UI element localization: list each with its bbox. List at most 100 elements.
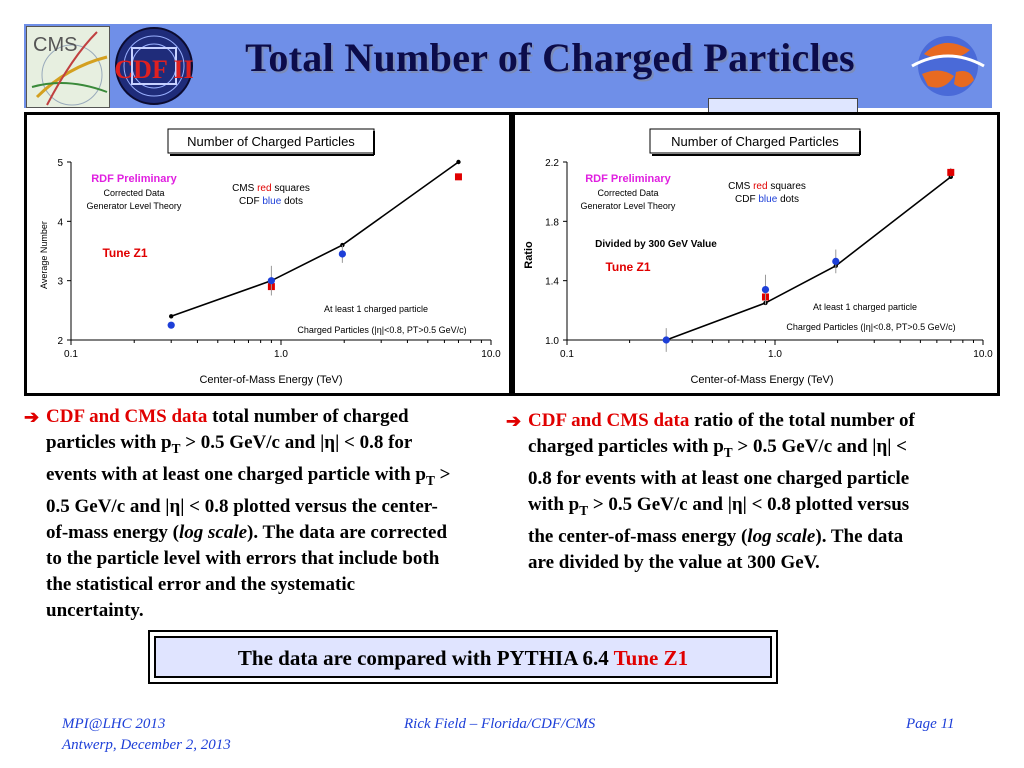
cms-data-point bbox=[947, 168, 955, 176]
right-atleast-label: At least 1 charged particle bbox=[813, 302, 917, 312]
conclusion-text: The data are compared with PYTHIA 6.4 Tu… bbox=[154, 636, 772, 678]
tune-z1-line bbox=[665, 176, 952, 341]
arrow-right-icon: ➔ bbox=[506, 411, 522, 431]
cms-logo: CMS bbox=[26, 26, 110, 108]
left-cdf-legend: CDF blue dots bbox=[239, 196, 303, 207]
right-bullet-italic: log scale bbox=[747, 525, 816, 547]
right-divided-label: Divided by 300 GeV Value bbox=[595, 239, 717, 250]
left-cdf-legend-suffix: dots bbox=[284, 196, 303, 207]
left-bullet-subscript: T bbox=[171, 440, 181, 456]
left-bullet-line: ). The data are corrected bbox=[247, 521, 448, 543]
footer-conference: MPI@LHC 2013 bbox=[62, 716, 166, 732]
left-bullet-line: events with at least one charged particl… bbox=[46, 463, 426, 485]
left-bullet-line: total number of charged bbox=[207, 406, 409, 427]
conclusion-box: The data are compared with PYTHIA 6.4 Tu… bbox=[148, 630, 778, 684]
right-bullet-line: 0.8 for events with at least one charged… bbox=[528, 467, 910, 489]
y-tick-label: 4 bbox=[57, 217, 63, 228]
cdf-logo: CDF II bbox=[110, 26, 198, 106]
cdf-data-point bbox=[267, 277, 275, 285]
left-bullet-line: particles with p bbox=[46, 432, 172, 453]
right-generator-label: Generator Level Theory bbox=[581, 201, 676, 211]
right-bullet-text: CDF and CMS data ratio of the total numb… bbox=[528, 408, 1008, 576]
arrow-right-icon: ➔ bbox=[24, 407, 40, 427]
conclusion-main: The data are compared with PYTHIA 6.4 bbox=[237, 646, 614, 670]
left-atleast-label: At least 1 charged particle bbox=[324, 304, 428, 314]
right-x-axis-label: Center-of-Mass Energy (TeV) bbox=[690, 374, 833, 386]
left-bullet-line: > 0.5 GeV/c and |η| < 0.8 for bbox=[180, 432, 413, 453]
y-tick-label: 5 bbox=[57, 158, 63, 169]
tune-z1-point bbox=[456, 159, 461, 165]
left-y-axis-label: Average Number bbox=[39, 221, 49, 289]
right-bullet-line: ratio of the total number of bbox=[689, 410, 915, 431]
right-chart: Number of Charged Particles RDF Prelimin… bbox=[523, 128, 993, 386]
right-chart-title: Number of Charged Particles bbox=[671, 134, 839, 149]
left-bullet-highlight: CDF and CMS data bbox=[46, 406, 208, 427]
right-bullet: ➔ CDF and CMS data ratio of the total nu… bbox=[506, 404, 1006, 584]
left-generator-label: Generator Level Theory bbox=[87, 201, 182, 211]
right-bullet-line: > 0.5 GeV/c and |η| < bbox=[732, 436, 908, 457]
y-tick-label: 3 bbox=[57, 277, 63, 288]
left-cms-legend-name: CMS bbox=[232, 183, 255, 194]
x-tick-label: 0.1 bbox=[64, 349, 78, 360]
slide-title: Total Number of Charged Particles bbox=[245, 35, 855, 80]
right-cms-legend-suffix: squares bbox=[770, 181, 806, 192]
left-cms-legend: CMS red squares bbox=[232, 183, 310, 194]
right-cdf-legend-name: CDF bbox=[735, 194, 756, 205]
right-bullet-line: are divided by the value at 300 GeV. bbox=[528, 551, 820, 573]
footer-page: Page 11 bbox=[906, 716, 955, 732]
footer-author: Rick Field – Florida/CDF/CMS bbox=[404, 716, 596, 732]
left-bullet-line: of-mass energy ( bbox=[46, 521, 179, 543]
left-cdf-legend-color: blue bbox=[262, 196, 281, 207]
tune-z1-point bbox=[168, 314, 174, 319]
right-cms-legend-name: CMS bbox=[728, 181, 751, 192]
right-cdf-legend-color: blue bbox=[758, 194, 777, 205]
left-chart-title-box bbox=[167, 128, 375, 154]
left-bullet-line: uncertainty. bbox=[46, 599, 144, 621]
left-cut-label: Charged Particles (|η|<0.8, PT>0.5 GeV/c… bbox=[297, 325, 466, 335]
left-bullet-line: to the particle level with errors that i… bbox=[46, 547, 440, 569]
right-bullet-line: the center-of-mass energy ( bbox=[528, 525, 748, 547]
cdf-data-point bbox=[662, 336, 670, 344]
left-x-axis-label: Center-of-Mass Energy (TeV) bbox=[199, 374, 342, 386]
x-tick-label: 1.0 bbox=[768, 349, 782, 360]
left-cdf-legend-name: CDF bbox=[239, 196, 260, 207]
left-bullet-line: the statistical error and the systematic bbox=[46, 573, 356, 595]
left-chart-title: Number of Charged Particles bbox=[187, 134, 355, 149]
left-chart: Number of Charged Particles RDF Prelimin… bbox=[39, 128, 501, 386]
right-cms-legend-color: red bbox=[753, 181, 767, 192]
x-tick-label: 10.0 bbox=[973, 349, 993, 360]
left-bullet-text: CDF and CMS data total number of charged… bbox=[46, 404, 526, 624]
right-plot-area: 1.01.41.82.20.1 1.0 10.0 bbox=[545, 158, 993, 360]
left-cms-legend-suffix: squares bbox=[274, 183, 310, 194]
right-bullet-line: charged particles with p bbox=[528, 436, 724, 457]
left-cms-legend-color: red bbox=[257, 183, 271, 194]
left-chart-panel: Number of Charged Particles RDF Prelimin… bbox=[24, 112, 512, 396]
right-bullet-line: > 0.5 GeV/c and |η| < 0.8 plotted versus bbox=[588, 493, 910, 515]
right-y-axis-label: Ratio bbox=[523, 241, 535, 269]
left-bullet: ➔ CDF and CMS data total number of charg… bbox=[24, 404, 524, 624]
y-tick-label: 2.2 bbox=[545, 158, 559, 169]
cdf-data-point bbox=[832, 257, 840, 265]
x-tick-label: 10.0 bbox=[481, 349, 501, 360]
left-bullet-subscript: T bbox=[425, 472, 435, 488]
right-bullet-subscript: T bbox=[579, 502, 589, 518]
cdf-logo-text: CDF II bbox=[114, 55, 193, 84]
right-cdf-legend-suffix: dots bbox=[780, 194, 799, 205]
right-cms-legend: CMS red squares bbox=[728, 181, 806, 192]
y-tick-label: 1.0 bbox=[545, 336, 559, 347]
cdf-data-point bbox=[167, 321, 175, 329]
left-bullet-line: > bbox=[434, 463, 451, 485]
right-corrected-label: Corrected Data bbox=[597, 188, 658, 198]
right-bullet-line: with p bbox=[528, 493, 580, 515]
globe-icon bbox=[904, 26, 990, 106]
conclusion-highlight: Tune Z1 bbox=[613, 646, 689, 670]
right-tune-label: Tune Z1 bbox=[605, 260, 650, 274]
cms-data-point bbox=[454, 173, 462, 181]
left-rdf-label: RDF Preliminary bbox=[91, 173, 177, 185]
left-plot-area: 2 3 4 5 0.1 1.0 10.0 bbox=[57, 158, 501, 360]
cdf-data-point bbox=[761, 285, 770, 294]
right-bullet-highlight: CDF and CMS data bbox=[528, 410, 690, 431]
cdf-data-point bbox=[338, 250, 346, 258]
right-bullet-line: ). The data bbox=[815, 525, 904, 547]
x-tick-label: 1.0 bbox=[274, 349, 288, 360]
